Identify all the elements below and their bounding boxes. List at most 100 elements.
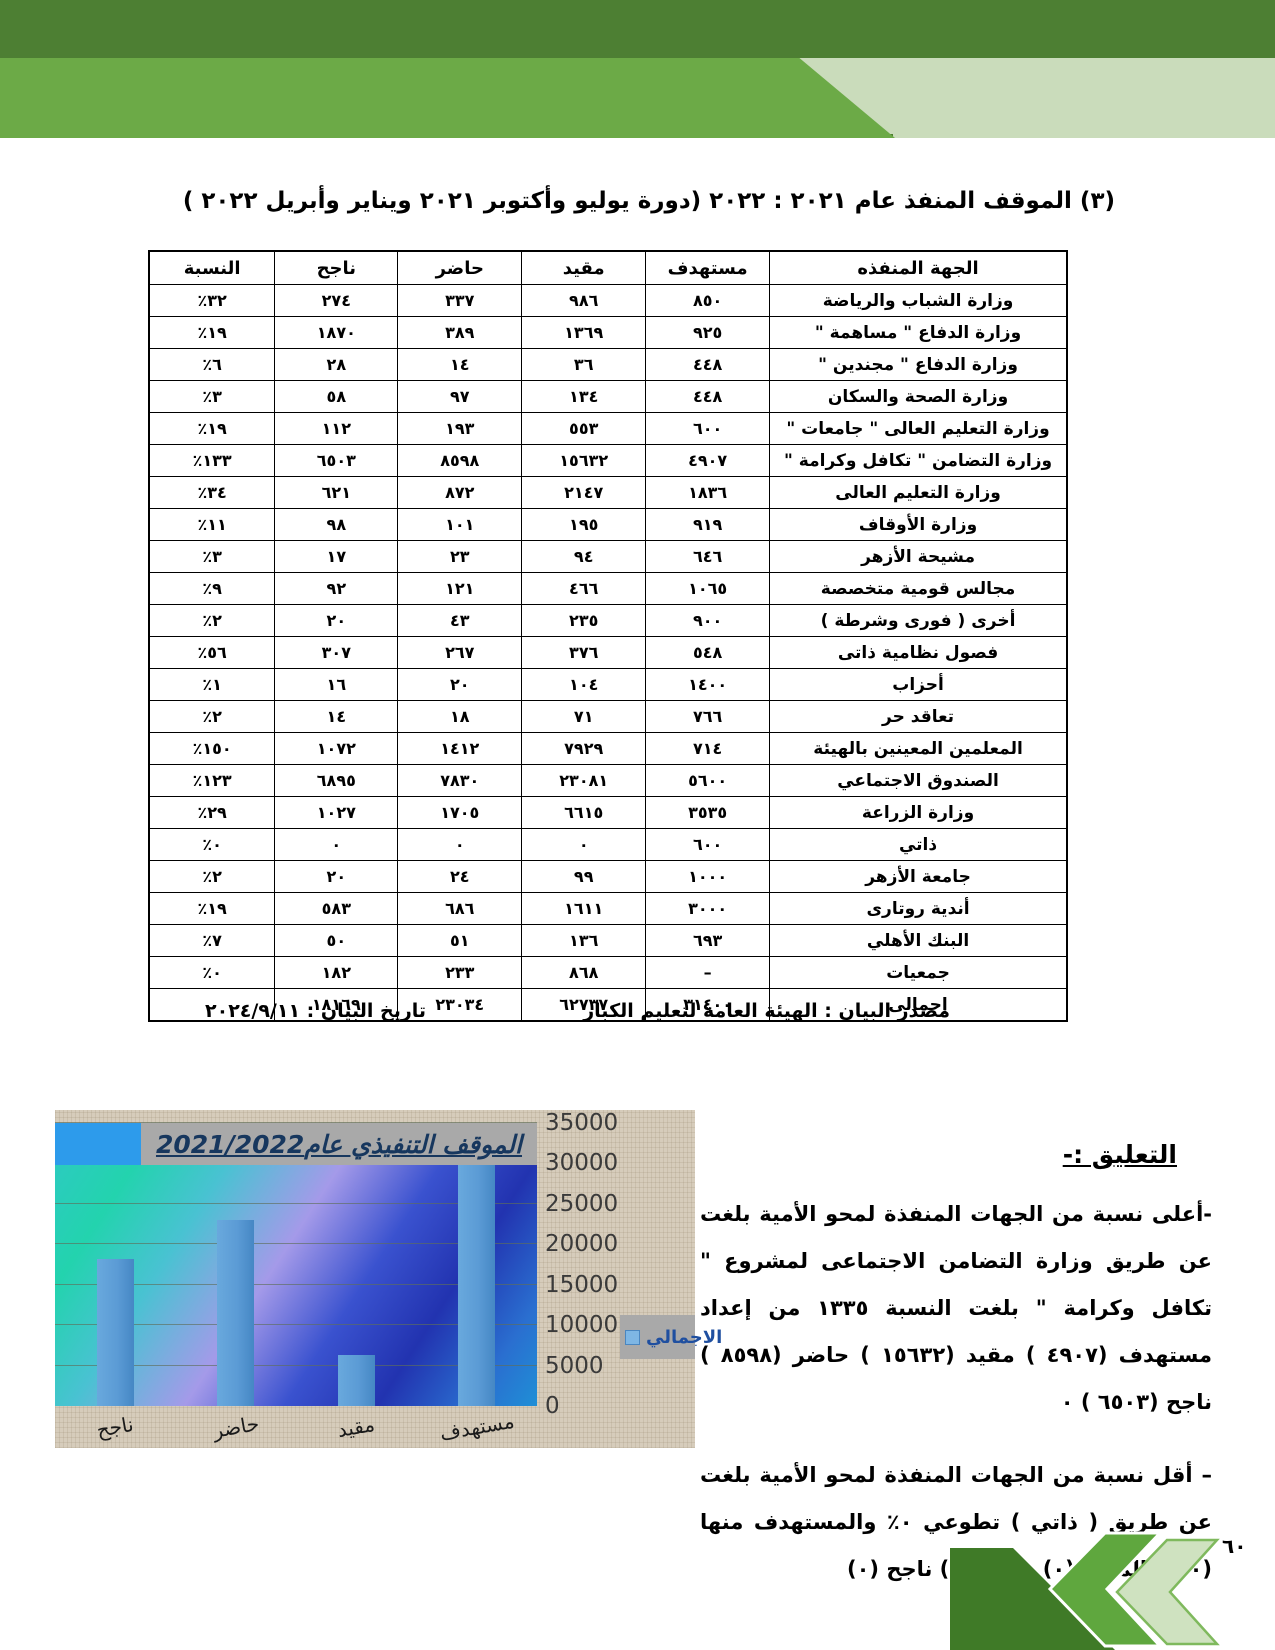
cell-pct: ٪٠ [148,956,276,989]
cell-target: ٦٠٠ [645,828,771,861]
cell-entity: فصول نظامية ذاتى [769,636,1068,669]
cell-pct: ٪١ [148,668,276,701]
cell-pct: ٪٢ [148,860,276,893]
table-row: وزارة الأوقاف ٩١٩ ١٩٥ ١٠١ ٩٨ ٪١١ [148,508,1068,541]
cell-enrolled: ٤٦٦ [521,572,647,605]
cell-enrolled: ٧٩٢٩ [521,732,647,765]
table-row: وزارة التضامن " تكافل وكرامة " ٤٩٠٧ ١٥٦٣٢ ٨… [148,444,1068,477]
gridline [55,1202,537,1204]
cell-entity: جمعيات [769,956,1068,989]
results-table: الجهة المنفذه مستهدف مقيد حاضر ناجح النس… [148,250,1068,1022]
y-tick-label: 25000 [545,1190,619,1217]
cell-passed: ٥٨٣ [274,892,399,925]
gridline [55,1324,537,1326]
table-header-row: الجهة المنفذه مستهدف مقيد حاضر ناجح النس… [148,250,1068,285]
table-row: البنك الأهلي ٦٩٣ ١٣٦ ٥١ ٥٠ ٪٧ [148,924,1068,957]
table-row: فصول نظامية ذاتى ٥٤٨ ٣٧٦ ٢٦٧ ٣٠٧ ٪٥٦ [148,636,1068,669]
y-tick-label: 15000 [545,1271,619,1298]
cell-pct: ٪٦ [148,348,276,381]
cell-pct: ٪١٣٣ [148,444,276,477]
cell-present: ٢٠ [397,668,523,701]
y-tick-label: 5000 [545,1352,604,1379]
cell-pct: ٪١٥٠ [148,732,276,765]
cell-passed: ٢٠ [274,860,399,893]
cell-passed: ٦٢١ [274,476,399,509]
chart-title: الموقف التنفيذي عام2021/2022 [155,1129,522,1159]
bar-ناجح [96,1259,134,1406]
cell-entity: وزارة الدفاع " مساهمة " [769,316,1068,349]
cell-passed: ٩٢ [274,572,399,605]
cell-entity: إجمالى [769,988,1068,1022]
cell-enrolled: ٦٢٧٣٧ [521,988,647,1022]
cell-entity: أندية روتارى [769,892,1068,925]
y-tick-label: 10000 [545,1312,619,1339]
cell-entity: وزارة التعليم العالى [769,476,1068,509]
col-target: مستهدف [645,250,771,285]
cell-enrolled: ٠ [521,828,647,861]
table-row: وزارة الشباب والرياضة ٨٥٠ ٩٨٦ ٣٣٧ ٢٧٤ ٪٣٢ [148,284,1068,317]
cell-enrolled: ١٠٤ [521,668,647,701]
chart-legend: الاجمالي [620,1315,722,1359]
cell-pct: ٪٣ [148,540,276,573]
cell-pct: ٪٧ [148,924,276,957]
cell-entity: ذاتي [769,828,1068,861]
header-dark-band [0,0,1275,58]
cell-entity: وزارة التعليم العالى " جامعات " [769,412,1068,445]
col-enrolled: مقيد [521,250,647,285]
cell-passed: ٥٠ [274,924,399,957]
cell-target: ١٨٣٦ [645,476,771,509]
table-row: وزارة الزراعة ٣٥٣٥ ٦٦١٥ ١٧٠٥ ١٠٢٧ ٪٢٩ [148,796,1068,829]
footer-light-chevron-icon [1115,1538,1220,1646]
cell-enrolled: ١٦١١ [521,892,647,925]
table-row: وزارة التعليم العالى ١٨٣٦ ٢١٤٧ ٨٧٢ ٦٢١ ٪٣٤ [148,476,1068,509]
cell-entity: مجالس قومية متخصصة [769,572,1068,605]
cell-target: ٤٤٨ [645,380,771,413]
data-source-line: مصدر البيان : الهيئة العامة لتعليم الكبا… [583,1000,950,1022]
cell-pct: ٪٣٢ [148,284,276,317]
cell-target: ١٤٠٠ [645,668,771,701]
cell-pct: ٪٥٦ [148,636,276,669]
cell-target: ٥٤٨ [645,636,771,669]
cell-pct: ٪١٩ [148,316,276,349]
bar-حاضر [217,1219,255,1406]
cell-passed: ١٠٧٢ [274,732,399,765]
cell-pct: ٪٣٤ [148,476,276,509]
table-row: وزارة الصحة والسكان ٤٤٨ ١٣٤ ٩٧ ٥٨ ٪٣ [148,380,1068,413]
cell-passed: ١٨٧٠ [274,316,399,349]
gridline [55,1283,537,1285]
cell-target: ٩٠٠ [645,604,771,637]
cell-pct: ٪٩ [148,572,276,605]
cell-passed: ٥٨ [274,380,399,413]
commentary-section: التعليق :- -أعلى نسبة من الجهات المنفذة … [700,1140,1212,1593]
cell-target: ٦٤٦ [645,540,771,573]
cell-target: ٣٥٣٥ [645,796,771,829]
cell-target: ٣١٤٠٠ [645,988,771,1022]
table-row: جامعة الأزهر ١٠٠٠ ٩٩ ٢٤ ٢٠ ٪٢ [148,860,1068,893]
chart-corner-artifact [55,1123,141,1165]
table-row: تعاقد حر ٧٦٦ ٧١ ١٨ ١٤ ٪٢ [148,700,1068,733]
cell-pct: ٪٢ [148,700,276,733]
bar-مقيد [337,1355,375,1406]
cell-enrolled: ١٣٤ [521,380,647,413]
table-row: المعلمين المعينين بالهيئة ٧١٤ ٧٩٢٩ ١٤١٢ ١٠٧٢… [148,732,1068,765]
gridline [55,1122,537,1123]
cell-pct: ٪١٢٣ [148,764,276,797]
cell-enrolled: ١٣٦ [521,924,647,957]
x-tick-label: حاضر [210,1411,261,1443]
cell-pct: ٪٢ [148,604,276,637]
cell-percentage [148,988,276,1022]
cell-present: ٢٣٠٣٤ [397,988,523,1022]
cell-target: ٥٦٠٠ [645,764,771,797]
cell-entity: أخرى ( فورى وشرطة ) [769,604,1068,637]
cell-present: ٢٣ [397,540,523,573]
cell-target: ٦٠٠ [645,412,771,445]
cell-present: ١٩٣ [397,412,523,445]
header-green-band [0,58,896,138]
chart-title-box: الموقف التنفيذي عام2021/2022 [141,1123,537,1165]
cell-present: ٨٧٢ [397,476,523,509]
cell-enrolled: ٣٧٦ [521,636,647,669]
table-row: وزارة الدفاع " مجندين " ٤٤٨ ٣٦ ١٤ ٢٨ ٪٦ [148,348,1068,381]
page-title: (٣) الموقف المنفذ عام ٢٠٢١ : ٢٠٢٢ (دورة … [182,188,1115,214]
cell-enrolled: ٧١ [521,700,647,733]
